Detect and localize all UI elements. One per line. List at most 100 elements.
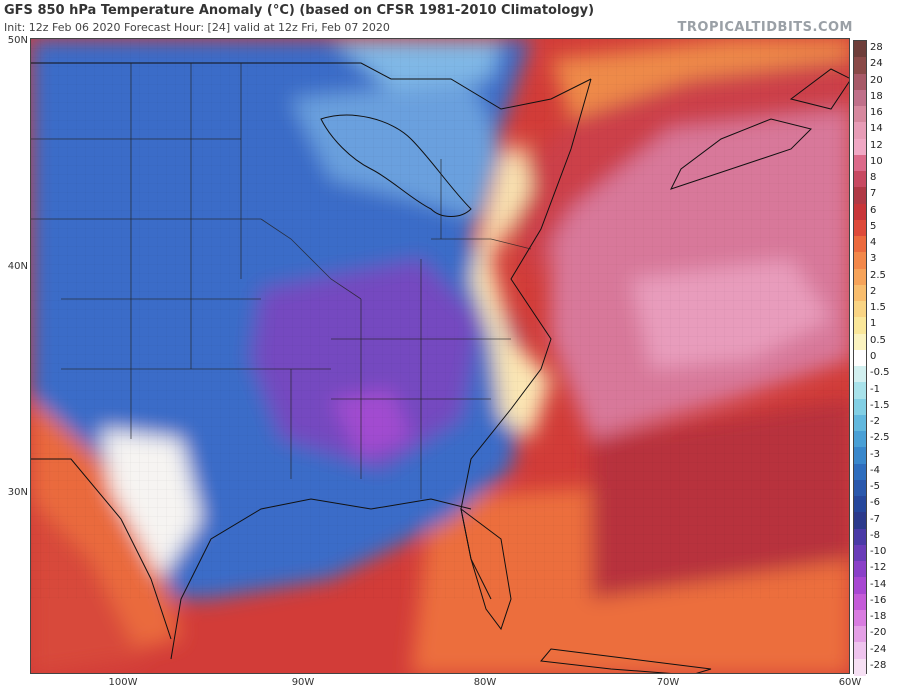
- colorbar-swatch: [854, 41, 866, 58]
- anomaly-map: [30, 38, 850, 674]
- colorbar-label: 20: [870, 74, 883, 86]
- colorbar-label: -10: [870, 546, 887, 558]
- colorbar-label: 0.5: [870, 334, 886, 346]
- colorbar-swatch: [854, 642, 866, 660]
- colorbar-label: -0.5: [870, 367, 890, 379]
- colorbar-label: -28: [870, 659, 887, 671]
- map-title: GFS 850 hPa Temperature Anomaly (°C) (ba…: [4, 3, 595, 18]
- colorbar-swatch: [854, 528, 866, 546]
- colorbar-swatch: [854, 57, 866, 75]
- colorbar-label: 0: [870, 351, 877, 362]
- colorbar-label: -12: [870, 562, 887, 574]
- colorbar-swatch: [854, 252, 866, 270]
- colorbar-swatch: [854, 138, 866, 156]
- colorbar-swatch: [854, 593, 866, 611]
- colorbar-label: -1.5: [870, 399, 890, 411]
- colorbar-swatch: [854, 431, 866, 449]
- colorbar-label: -3: [870, 448, 880, 460]
- colorbar-label: 7: [870, 188, 877, 200]
- colorbar-label: -18: [870, 611, 887, 623]
- colorbar-label: 16: [870, 107, 883, 119]
- colorbar-swatch: [854, 577, 866, 595]
- colorbar-label: 8: [870, 172, 877, 184]
- colorbar: [853, 40, 867, 676]
- lat-label-40n: 40N: [7, 261, 28, 272]
- colorbar-swatch: [854, 301, 866, 319]
- colorbar-swatch: [854, 203, 866, 221]
- colorbar-swatch: [854, 479, 866, 497]
- colorbar-swatch: [854, 447, 866, 465]
- colorbar-swatch: [854, 219, 866, 237]
- colorbar-swatch: [854, 268, 866, 286]
- lon-label-70w: 70W: [656, 677, 680, 688]
- lon-label-60w: 60W: [838, 677, 862, 688]
- lat-label-50n: 50N: [7, 35, 28, 46]
- gulf-coast: [170, 498, 472, 660]
- colorbar-label: 18: [870, 90, 883, 102]
- colorbar-swatch: [854, 544, 866, 562]
- florida: [460, 507, 512, 631]
- mexico-border: [31, 458, 172, 640]
- colorbar-swatch: [854, 317, 866, 335]
- colorbar-label: 2: [870, 285, 877, 297]
- colorbar-swatch: [854, 122, 866, 140]
- colorbar-label: 3: [870, 253, 877, 265]
- colorbar-label: 4: [870, 237, 877, 249]
- colorbar-label: -6: [870, 497, 880, 509]
- header: GFS 850 hPa Temperature Anomaly (°C) (ba…: [0, 0, 900, 38]
- cuba: [540, 648, 712, 673]
- colorbar-label: -2.5: [870, 432, 890, 444]
- state-line-16: [490, 238, 532, 250]
- colorbar-label: -14: [870, 578, 887, 590]
- colorbar-swatch: [854, 658, 866, 676]
- colorbar-swatch: [854, 609, 866, 627]
- map-canvas: [31, 39, 849, 673]
- newfoundland: [789, 68, 849, 110]
- state-lines: [31, 63, 532, 499]
- colorbar-label: 14: [870, 123, 883, 135]
- colorbar-swatch: [854, 496, 866, 514]
- brand-watermark: TROPICALTIDBITS.COM: [677, 20, 853, 35]
- us-canada-border: [31, 62, 592, 110]
- great-lakes: [320, 114, 472, 217]
- colorbar-label: 2.5: [870, 269, 886, 281]
- run-info: Init: 12z Feb 06 2020 Forecast Hour: [24…: [4, 21, 390, 34]
- lon-label-100w: 100W: [108, 677, 138, 688]
- colorbar-swatch: [854, 106, 866, 124]
- colorbar-swatch: [854, 463, 866, 481]
- colorbar-label: -20: [870, 627, 887, 639]
- state-line-8: [260, 218, 362, 300]
- boundaries: [31, 62, 849, 673]
- lon-label-80w: 80W: [473, 677, 497, 688]
- lat-label-30n: 30N: [7, 487, 28, 498]
- colorbar-label: -4: [870, 464, 880, 476]
- colorbar-swatch: [854, 512, 866, 530]
- colorbar-label: 5: [870, 220, 877, 232]
- colorbar-swatch: [854, 154, 866, 172]
- colorbar-label: -1: [870, 383, 880, 395]
- colorbar-label: 6: [870, 204, 877, 216]
- colorbar-swatch: [854, 187, 866, 205]
- colorbar-label: -16: [870, 594, 887, 606]
- colorbar-swatch: [854, 398, 866, 416]
- colorbar-label: 12: [870, 139, 883, 151]
- colorbar-swatch: [854, 349, 866, 367]
- colorbar-swatch: [854, 366, 866, 384]
- colorbar-swatch: [854, 171, 866, 189]
- colorbar-label: -7: [870, 513, 880, 525]
- colorbar-swatch: [854, 414, 866, 432]
- colorbar-swatch: [854, 89, 866, 107]
- colorbar-label: -2: [870, 416, 880, 428]
- colorbar-label: -5: [870, 481, 880, 493]
- colorbar-label: -24: [870, 643, 887, 655]
- colorbar-label: 28: [870, 42, 883, 54]
- colorbar-label: 24: [870, 58, 883, 70]
- nova-scotia: [670, 118, 812, 190]
- colorbar-swatch: [854, 284, 866, 302]
- lon-label-90w: 90W: [291, 677, 315, 688]
- colorbar-swatch: [854, 236, 866, 254]
- colorbar-swatch: [854, 73, 866, 91]
- colorbar-label: 1.5: [870, 302, 886, 314]
- colorbar-swatch: [854, 626, 866, 644]
- colorbar-swatch: [854, 382, 866, 400]
